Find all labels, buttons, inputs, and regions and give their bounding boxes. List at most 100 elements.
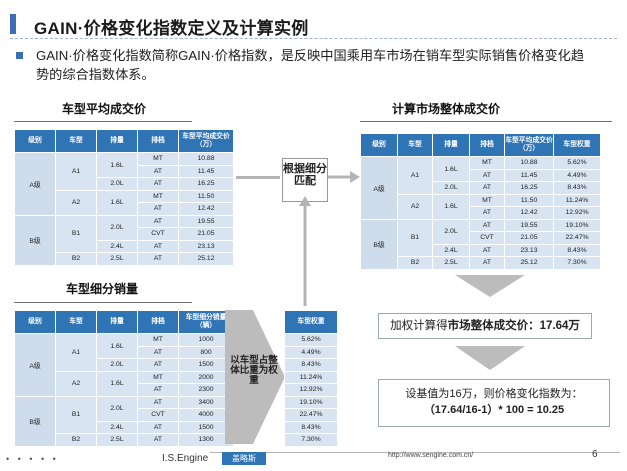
- market-cell: 1.6L: [432, 156, 470, 182]
- market-row: CVT 21.05 22.47%: [361, 231, 601, 245]
- result-line-2: （17.64/16-1）* 100 = 10.25: [423, 404, 565, 416]
- sales-row: B级 B1 2.0L AT 3400: [14, 395, 234, 447]
- sales-cell: CVT: [137, 408, 179, 422]
- market-cell: 12.42: [504, 206, 554, 220]
- market-cell: A级: [360, 156, 398, 220]
- weights-row: 8.43%: [284, 420, 338, 434]
- avg-price-underline: [14, 121, 192, 122]
- avg-price-cell: 19.55: [178, 214, 234, 228]
- title-divider: [10, 38, 617, 39]
- market-cell: 21.05: [504, 231, 554, 245]
- sales-underline: [14, 302, 192, 303]
- arrow-right-icon: [328, 171, 360, 183]
- avg-price-row: A2 1.6L MT 11.50: [15, 189, 234, 216]
- sales-cell: A2: [55, 370, 97, 397]
- market-cell: AT: [469, 256, 505, 270]
- weights-cell: 19.10%: [284, 395, 338, 409]
- avg-price-heading: 车型平均成交价: [62, 102, 147, 116]
- avg-price-cell: B2: [55, 252, 97, 266]
- weights-cell: 12.92%: [284, 383, 338, 397]
- avg-price-cell: 25.12: [178, 252, 234, 266]
- avg-price-cell: MT: [137, 152, 179, 166]
- result-line-1: 设基值为16万，则价格变化指数为：: [405, 388, 583, 400]
- market-header-cell: 级别: [360, 133, 398, 157]
- avg-price-header-cell: 车型: [55, 129, 97, 153]
- avg-price-cell: 2.0L: [96, 214, 138, 241]
- weights-cell: 11.24%: [284, 370, 338, 384]
- sales-cell: 2.5L: [96, 433, 138, 447]
- sales-cell: 1500: [178, 420, 234, 434]
- avg-price-cell: 16.25: [178, 177, 234, 191]
- market-cell: B2: [397, 256, 433, 270]
- market-cell: 2.4L: [432, 243, 470, 257]
- weights-row: 8.43%: [284, 358, 338, 372]
- sales-cell: 1300: [178, 433, 234, 447]
- chevron-right-icon: [225, 310, 285, 444]
- sales-cell: 2.4L: [96, 420, 138, 434]
- avg-price-cell: AT: [137, 177, 179, 191]
- weights-row: 19.10%: [284, 395, 338, 409]
- avg-price-cell: 1.6L: [96, 189, 138, 216]
- market-cell: A2: [397, 193, 433, 220]
- avg-price-bold: 市场整体成交价: [447, 320, 529, 332]
- sales-cell: B级: [14, 395, 56, 447]
- avg-price-cell: MT: [137, 189, 179, 203]
- sales-cell: 800: [178, 345, 234, 359]
- avg-price-result-box: 加权计算得市场整体成交价：17.64万: [378, 313, 592, 339]
- market-cell: 16.25: [504, 181, 554, 195]
- footer-url[interactable]: http://www.sengine.com.cn/: [388, 452, 474, 459]
- market-cell: 12.92%: [553, 206, 601, 220]
- avg-price-cell: 23.13: [178, 239, 234, 253]
- weights-row: 11.24%: [284, 370, 338, 384]
- footer-badge: 盖略斯: [222, 452, 266, 465]
- market-cell: 8.43%: [553, 181, 601, 195]
- sales-cell: B1: [55, 395, 97, 434]
- footer-divider: [210, 452, 620, 453]
- avg-price-cell: 2.0L: [96, 177, 138, 191]
- market-cell: AT: [469, 206, 505, 220]
- market-row: A2 1.6L MT 11.50 11.24%: [361, 193, 601, 220]
- arrow-left-connector: [236, 176, 280, 179]
- weight-note: 以车型占整体比重为权重: [230, 355, 278, 386]
- avg-price-table: 级别 车型 排量 排档 车型平均成交价（万） A级 A1 1.6L MT 10.88 AT 11.45…: [14, 129, 234, 266]
- market-cell: AT: [469, 168, 505, 182]
- sales-cell: A级: [14, 333, 56, 397]
- market-cell: AT: [469, 218, 505, 232]
- sales-cell: MT: [137, 333, 179, 347]
- market-header-cell: 排档: [469, 133, 505, 157]
- market-row: B2 2.5L AT 25.12 7.30%: [361, 256, 601, 270]
- market-cell: A1: [397, 156, 433, 195]
- weights-table: 车型权重 5.62% 4.49% 8.43% 11.24% 12.92% 19.10% 22.…: [284, 310, 338, 447]
- match-label-box: 根据细分匹配: [282, 158, 328, 202]
- sales-cell: 2000: [178, 370, 234, 384]
- avg-price-cell: 11.45: [178, 164, 234, 178]
- market-cell: 11.24%: [553, 193, 601, 207]
- market-cell: 2.5L: [432, 256, 470, 270]
- weights-cell: 8.43%: [284, 420, 338, 434]
- avg-price-cell: 2.4L: [96, 239, 138, 253]
- avg-price-cell: AT: [137, 239, 179, 253]
- market-header-cell: 车型平均成交价（万）: [504, 133, 554, 157]
- avg-price-cell: 12.42: [178, 202, 234, 216]
- sales-cell: 2.0L: [96, 395, 138, 422]
- avg-price-cell: 1.6L: [96, 152, 138, 178]
- market-header-cell: 车型: [397, 133, 433, 157]
- avg-price-cell: A级: [14, 152, 56, 216]
- arrow-up-icon: [299, 196, 311, 306]
- title-accent-bar: [10, 14, 16, 34]
- weights-cell: 4.49%: [284, 345, 338, 359]
- avg-price-cell: AT: [137, 202, 179, 216]
- avg-price-cell: 10.88: [178, 152, 234, 166]
- avg-price-row: A级 A1 1.6L MT 10.88: [14, 152, 234, 216]
- market-price-heading: 计算市场整体成交价: [392, 102, 501, 116]
- sales-cell: 2.0L: [96, 358, 138, 372]
- avg-price-cell: 2.5L: [96, 252, 138, 266]
- footer-dots: • • • • •: [6, 454, 59, 464]
- footer-brand: I.S.Engine: [162, 453, 209, 464]
- weights-cell: 8.43%: [284, 358, 338, 372]
- sales-header-cell: 车型细分销量（辆）: [178, 310, 234, 334]
- arrow-down-icon: [455, 275, 525, 297]
- market-cell: MT: [469, 156, 505, 170]
- intro-text: GAIN·价格变化指数简称GAIN·价格指数，是反映中国乘用车市场在销车型实际销…: [36, 48, 585, 82]
- market-cell: 4.49%: [553, 168, 601, 182]
